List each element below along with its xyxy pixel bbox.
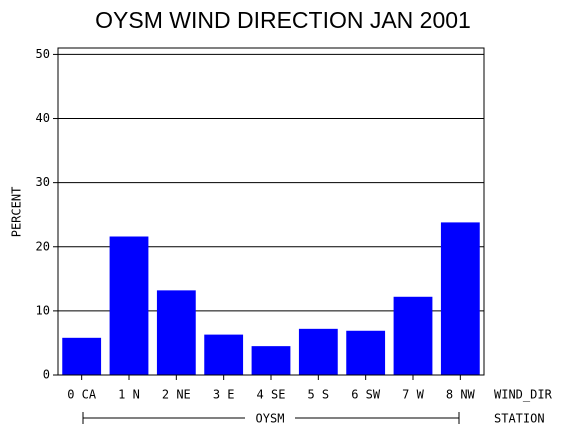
x-tick-label: 3 E: [213, 388, 235, 402]
group-label: OYSM: [256, 412, 285, 426]
chart-title: OYSM WIND DIRECTION JAN 2001: [95, 7, 471, 33]
y-tick-label: 0: [43, 368, 50, 382]
bar: [109, 236, 149, 375]
y-tick-label: 40: [36, 111, 50, 125]
bar: [393, 296, 433, 375]
bar: [204, 334, 244, 375]
y-axis-label: PERCENT: [10, 187, 24, 238]
x-tick-label: 6 SW: [351, 388, 381, 402]
y-tick-label: 30: [36, 175, 50, 189]
bar: [62, 337, 102, 375]
bar: [346, 330, 386, 375]
group-label-bg: [245, 410, 295, 426]
x-tick-label: 2 NE: [162, 388, 191, 402]
x-tick-label: 5 S: [307, 388, 329, 402]
y-tick-label: 50: [36, 47, 50, 61]
bar: [298, 328, 338, 375]
x-tick-label: 7 W: [402, 388, 424, 402]
x-axis-label: WIND_DIR: [494, 388, 553, 402]
group-axis-label: STATION: [494, 412, 545, 426]
bar: [156, 290, 196, 375]
x-tick-label: 8 NW: [446, 388, 476, 402]
x-tick-label: 1 N: [118, 388, 140, 402]
bar: [440, 222, 480, 375]
bar: [251, 346, 291, 375]
y-tick-label: 10: [36, 303, 50, 317]
plot-frame: [57, 47, 485, 376]
y-tick-label: 20: [36, 239, 50, 253]
x-tick-label: 4 SE: [257, 388, 286, 402]
x-tick-label: 0 CA: [67, 388, 97, 402]
